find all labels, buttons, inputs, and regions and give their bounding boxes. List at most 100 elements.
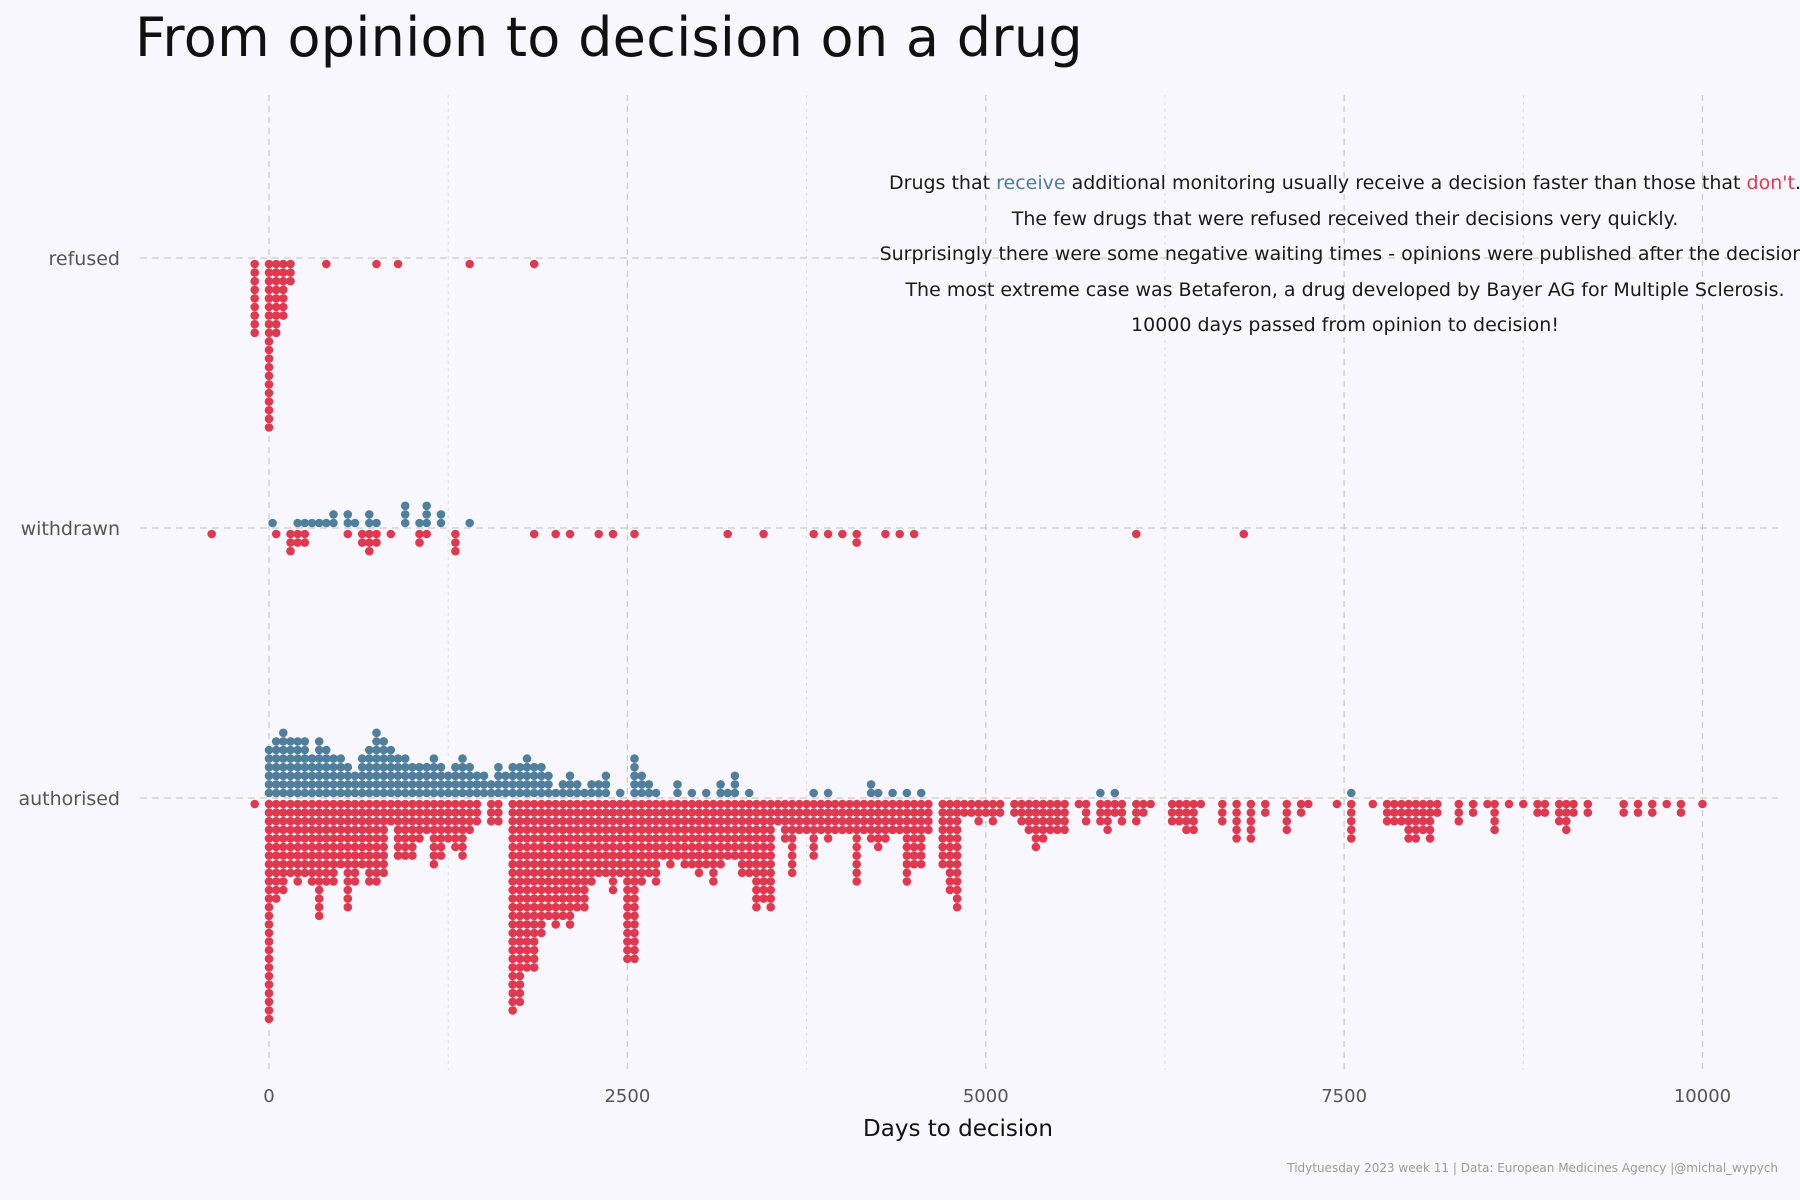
dot-authorised-no_additional_monitoring [780, 816, 790, 826]
dot-authorised-additional_monitoring [314, 737, 324, 746]
dot-authorised-additional_monitoring [508, 780, 517, 789]
dot-authorised-additional_monitoring [300, 754, 310, 763]
dot-authorised-additional_monitoring [458, 780, 467, 789]
dot-authorised-no_additional_monitoring [336, 825, 346, 835]
dot-authorised-no_additional_monitoring [716, 808, 725, 817]
dot-authorised-no_additional_monitoring [1081, 816, 1091, 826]
dot-authorised-no_additional_monitoring [651, 851, 661, 860]
dot-authorised-no_additional_monitoring [279, 825, 288, 835]
dot-authorised-no_additional_monitoring [307, 834, 317, 843]
dot-authorised-additional_monitoring [329, 771, 338, 781]
dot-authorised-no_additional_monitoring [572, 816, 582, 826]
dot-authorised-no_additional_monitoring [565, 920, 575, 929]
dot-authorised-additional_monitoring [365, 745, 374, 755]
dot-authorised-no_additional_monitoring [838, 808, 847, 817]
dot-authorised-no_additional_monitoring [1404, 825, 1413, 835]
dot-authorised-additional_monitoring [522, 771, 532, 781]
dot-authorised-no_additional_monitoring [673, 799, 682, 809]
dot-withdrawn-additional_monitoring [400, 518, 410, 528]
dot-authorised-no_additional_monitoring [644, 859, 654, 869]
dot-authorised-no_additional_monitoring [873, 842, 883, 852]
dot-authorised-no_additional_monitoring [608, 799, 618, 809]
dot-withdrawn-no_additional_monitoring [451, 529, 460, 539]
dot-authorised-no_additional_monitoring [522, 851, 532, 860]
dot-authorised-no_additional_monitoring [1182, 808, 1191, 817]
dot-authorised-no_additional_monitoring [529, 885, 539, 895]
dot-authorised-no_additional_monitoring [1261, 799, 1270, 809]
dot-authorised-no_additional_monitoring [988, 799, 998, 809]
dot-authorised-no_additional_monitoring [830, 825, 840, 835]
dot-withdrawn-no_additional_monitoring [838, 529, 847, 539]
dot-authorised-no_additional_monitoring [551, 885, 560, 895]
dot-authorised-no_additional_monitoring [895, 825, 904, 835]
dot-authorised-additional_monitoring [400, 754, 410, 763]
dot-authorised-no_additional_monitoring [630, 799, 639, 809]
dot-authorised-additional_monitoring [365, 788, 374, 798]
dot-authorised-no_additional_monitoring [938, 825, 947, 835]
dot-authorised-no_additional_monitoring [673, 842, 682, 852]
dot-authorised-additional_monitoring [336, 771, 346, 781]
dot-authorised-additional_monitoring [343, 762, 353, 772]
dot-authorised-no_additional_monitoring [580, 868, 589, 878]
dot-authorised-additional_monitoring [508, 788, 517, 798]
dot-authorised-no_additional_monitoring [873, 825, 883, 835]
dot-authorised-no_additional_monitoring [744, 834, 754, 843]
dot-authorised-no_additional_monitoring [522, 842, 532, 852]
dot-authorised-additional_monitoring [501, 771, 510, 781]
dot-authorised-additional_monitoring [386, 780, 396, 789]
dot-authorised-no_additional_monitoring [945, 842, 955, 852]
dot-authorised-no_additional_monitoring [737, 825, 747, 835]
dot-authorised-no_additional_monitoring [329, 868, 338, 878]
dot-authorised-no_additional_monitoring [709, 816, 718, 826]
dot-authorised-no_additional_monitoring [952, 868, 962, 878]
dot-authorised-additional_monitoring [393, 762, 403, 772]
dot-authorised-no_additional_monitoring [1167, 799, 1177, 809]
dot-authorised-additional_monitoring [479, 788, 489, 798]
dot-authorised-no_additional_monitoring [522, 825, 532, 835]
dot-authorised-no_additional_monitoring [1046, 808, 1055, 817]
dot-authorised-no_additional_monitoring [952, 877, 962, 886]
dot-authorised-no_additional_monitoring [666, 859, 675, 869]
dot-authorised-no_additional_monitoring [1583, 799, 1593, 809]
dot-authorised-no_additional_monitoring [637, 825, 646, 835]
dot-authorised-no_additional_monitoring [1103, 816, 1112, 826]
dot-authorised-no_additional_monitoring [307, 842, 317, 852]
dot-authorised-no_additional_monitoring [408, 834, 417, 843]
dot-withdrawn-no_additional_monitoring [365, 546, 374, 556]
dot-authorised-no_additional_monitoring [1648, 808, 1657, 817]
dot-authorised-no_additional_monitoring [386, 808, 396, 817]
dot-refused-no_additional_monitoring [264, 337, 274, 346]
dot-authorised-additional_monitoring [386, 762, 396, 772]
dot-authorised-additional_monitoring [408, 762, 417, 772]
dot-authorised-no_additional_monitoring [1024, 825, 1034, 835]
dot-authorised-no_additional_monitoring [795, 816, 804, 826]
dot-authorised-no_additional_monitoring [1368, 799, 1378, 809]
dot-authorised-no_additional_monitoring [752, 859, 761, 869]
dot-authorised-no_additional_monitoring [1296, 808, 1306, 817]
dot-withdrawn-additional_monitoring [372, 518, 381, 528]
dot-authorised-no_additional_monitoring [329, 851, 338, 860]
dot-authorised-additional_monitoring [279, 754, 288, 763]
dot-authorised-no_additional_monitoring [809, 825, 818, 835]
dot-authorised-no_additional_monitoring [952, 894, 962, 903]
dot-authorised-no_additional_monitoring [895, 799, 904, 809]
dot-authorised-no_additional_monitoring [379, 851, 389, 860]
dot-authorised-no_additional_monitoring [508, 997, 517, 1007]
dot-refused-no_additional_monitoring [264, 302, 274, 312]
dot-authorised-additional_monitoring [515, 762, 525, 772]
dot-authorised-no_additional_monitoring [608, 842, 618, 852]
dot-authorised-no_additional_monitoring [938, 816, 947, 826]
dot-authorised-no_additional_monitoring [666, 825, 675, 835]
dot-authorised-additional_monitoring [515, 780, 525, 789]
dot-authorised-additional_monitoring [644, 788, 654, 798]
dot-refused-no_additional_monitoring [271, 268, 281, 277]
dot-authorised-no_additional_monitoring [630, 928, 639, 938]
dot-authorised-no_additional_monitoring [443, 808, 453, 817]
dot-authorised-no_additional_monitoring [558, 825, 568, 835]
dot-authorised-no_additional_monitoring [902, 868, 912, 878]
dot-authorised-additional_monitoring [443, 771, 453, 781]
dot-withdrawn-additional_monitoring [422, 510, 432, 519]
dot-authorised-additional_monitoring [630, 771, 639, 781]
dot-authorised-additional_monitoring [744, 788, 754, 798]
dot-authorised-no_additional_monitoring [537, 928, 546, 938]
